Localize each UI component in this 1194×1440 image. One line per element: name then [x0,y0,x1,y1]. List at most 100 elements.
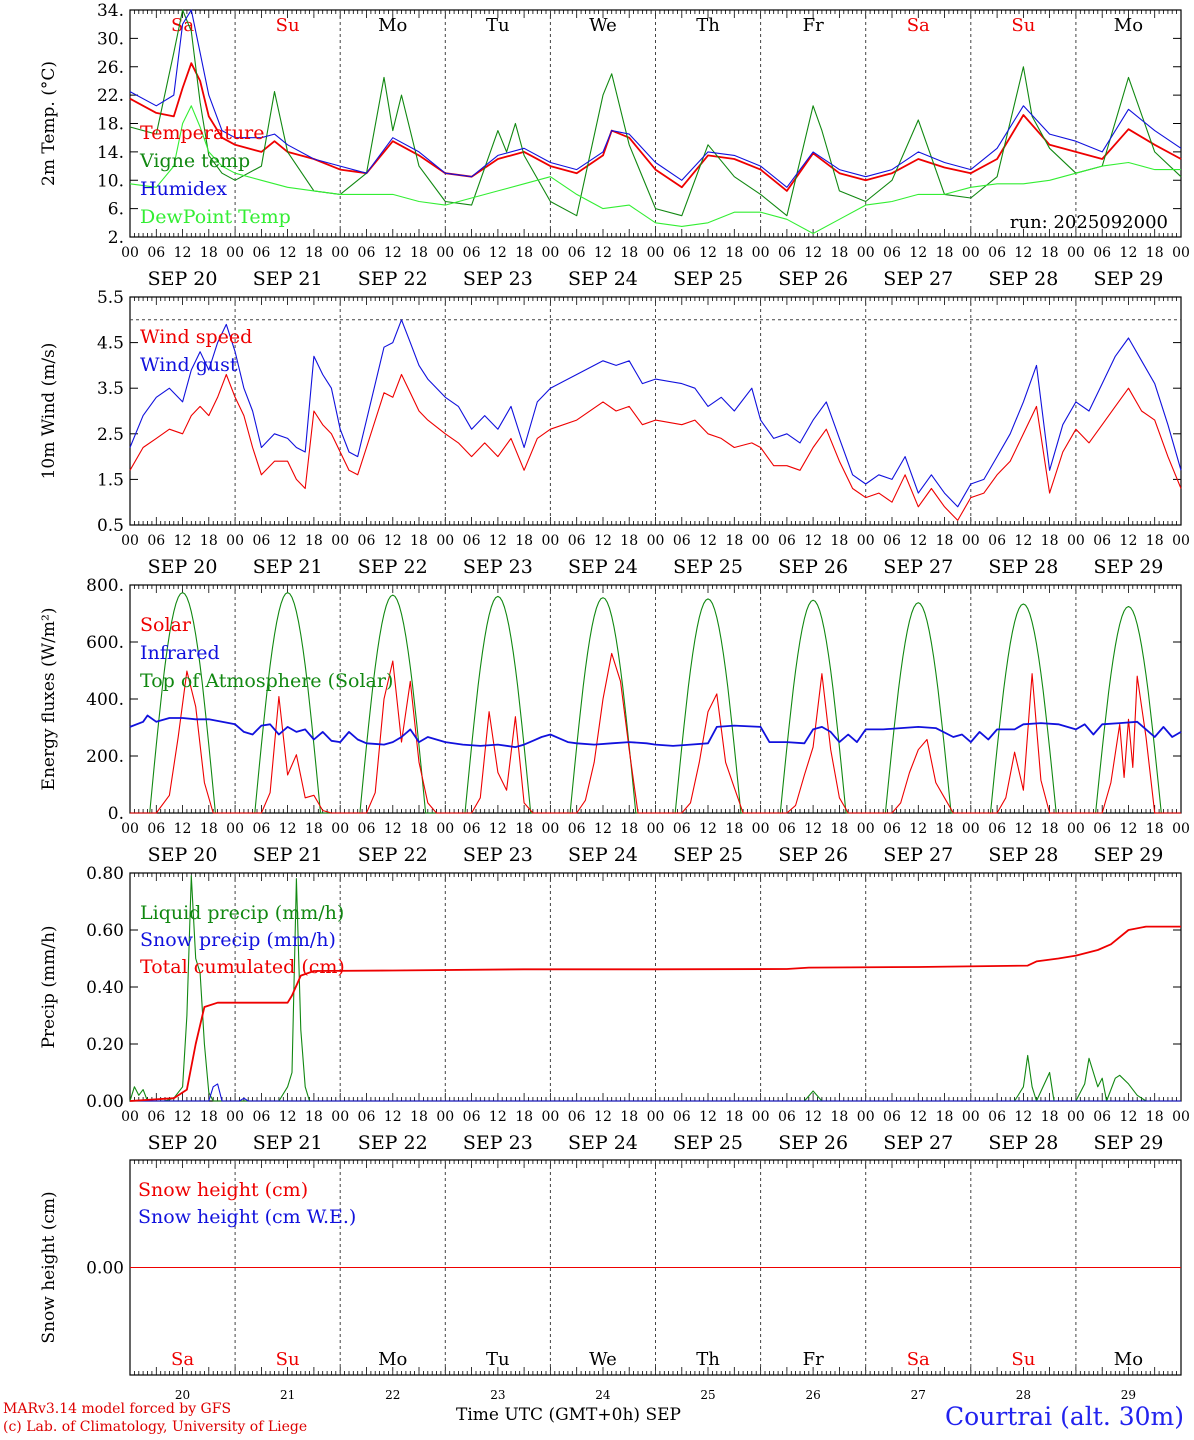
hour-tick-label: 18 [620,821,638,837]
hour-tick-label: 06 [463,245,481,261]
hour-tick-label: 06 [147,1109,165,1125]
hour-tick-label: 12 [699,821,717,837]
y-tick-label: 6. [108,200,124,220]
day-label: Th [696,1349,720,1370]
date-label: SEP 26 [778,844,848,866]
y-tick-label: 0.40 [86,978,124,998]
y-tick-label: 18. [97,115,124,135]
hour-tick-label: 12 [1120,533,1138,549]
legend-entry: Vigne temp [139,150,250,172]
hour-tick-label: 00 [226,533,244,549]
toa-curve [1075,605,1181,814]
hour-tick-label: 06 [988,533,1006,549]
day-label: Su [276,1349,300,1370]
date-label: SEP 24 [568,844,638,866]
hour-tick-label: 06 [988,245,1006,261]
y-tick-label: 0.00 [86,1259,124,1279]
y-tick-label: 400. [86,690,124,710]
hour-tick-label: 06 [358,1109,376,1125]
y-tick-label: 200. [86,747,124,767]
y-tick-label: 0.5 [97,516,124,536]
hour-tick-label: 18 [831,821,849,837]
date-label: SEP 24 [568,268,638,290]
hour-tick-label: 00 [962,1109,980,1125]
hour-tick-label: 06 [463,1109,481,1125]
hour-tick-label: 06 [252,821,270,837]
toa-curve [655,598,761,814]
hour-tick-label: 18 [305,821,323,837]
hour-tick-label: 12 [804,533,822,549]
date-label: SEP 28 [988,268,1058,290]
y-axis-label: 2m Temp. (°C) [39,61,59,186]
date-label: SEP 23 [463,268,533,290]
y-tick-label: 3.5 [97,379,124,399]
hour-tick-label: 06 [252,533,270,549]
hour-tick-label: 18 [725,533,743,549]
date-label: SEP 25 [673,268,743,290]
hour-tick-label: 18 [620,533,638,549]
hour-tick-label: 06 [568,821,586,837]
y-tick-label: 600. [86,633,124,653]
hour-tick-label: 18 [410,245,428,261]
legend-entry: Wind speed [140,326,252,348]
hour-tick-label: 06 [463,821,481,837]
hour-tick-label: 00 [121,1109,139,1125]
hour-tick-label: 12 [174,821,192,837]
y-tick-label: 10. [97,171,124,191]
series-line-wind-speed [129,373,1182,521]
date-label: SEP 25 [673,1132,743,1154]
hour-tick-label: 00 [857,533,875,549]
date-label: SEP 25 [673,556,743,578]
date-label: SEP 28 [988,844,1058,866]
date-label: SEP 20 [148,844,218,866]
toa-curve [445,595,551,814]
hour-tick-label: 18 [410,533,428,549]
hour-tick-label: 06 [568,245,586,261]
day-label: Mo [1114,15,1143,36]
hour-tick-label: 00 [226,821,244,837]
hour-tick-label: 00 [647,821,665,837]
hour-tick-label: 00 [647,245,665,261]
y-axis-label: Energy fluxes (W/m²) [39,608,59,791]
hour-tick-label: 18 [831,533,849,549]
hour-tick-label: 12 [174,245,192,261]
legend-entry: Liquid precip (mm/h) [140,902,344,924]
hour-tick-label: 00 [1172,533,1190,549]
toa-curve [970,603,1076,814]
legend-entry: Solar [140,614,192,636]
hour-tick-label: 00 [1172,1109,1190,1125]
series-line-total-cumulated-cm [129,925,1181,1102]
date-label: SEP 24 [568,1132,638,1154]
hour-tick-label: 18 [1041,821,1059,837]
day-number-label: 28 [1016,1388,1031,1402]
day-label: We [589,1349,617,1370]
y-tick-label: 4.5 [97,334,124,354]
hour-tick-label: 00 [857,245,875,261]
hour-tick-label: 06 [463,533,481,549]
hour-tick-label: 00 [1067,1109,1085,1125]
hour-tick-label: 12 [909,1109,927,1125]
hour-tick-label: 00 [1067,821,1085,837]
toa-curve [865,602,971,814]
y-tick-label: 30. [97,29,124,49]
hour-tick-label: 18 [620,245,638,261]
hour-tick-label: 06 [673,245,691,261]
hour-tick-label: 18 [936,533,954,549]
hour-tick-label: 06 [358,821,376,837]
hour-tick-label: 06 [673,533,691,549]
x-minor-ticks [129,585,1182,813]
hour-tick-label: 06 [252,245,270,261]
hour-tick-label: 18 [305,533,323,549]
hour-tick-label: 00 [436,245,454,261]
hour-tick-label: 12 [594,821,612,837]
hour-tick-label: 00 [541,821,559,837]
y-tick-label: 0.20 [86,1035,124,1055]
y-tick-label: 0.00 [86,1092,124,1112]
hour-tick-label: 18 [936,245,954,261]
day-number-label: 29 [1121,1388,1136,1402]
toa-curve [550,597,656,814]
hour-tick-label: 00 [752,821,770,837]
y-axis-label: Precip (mm/h) [39,925,59,1048]
hour-tick-label: 18 [1041,533,1059,549]
